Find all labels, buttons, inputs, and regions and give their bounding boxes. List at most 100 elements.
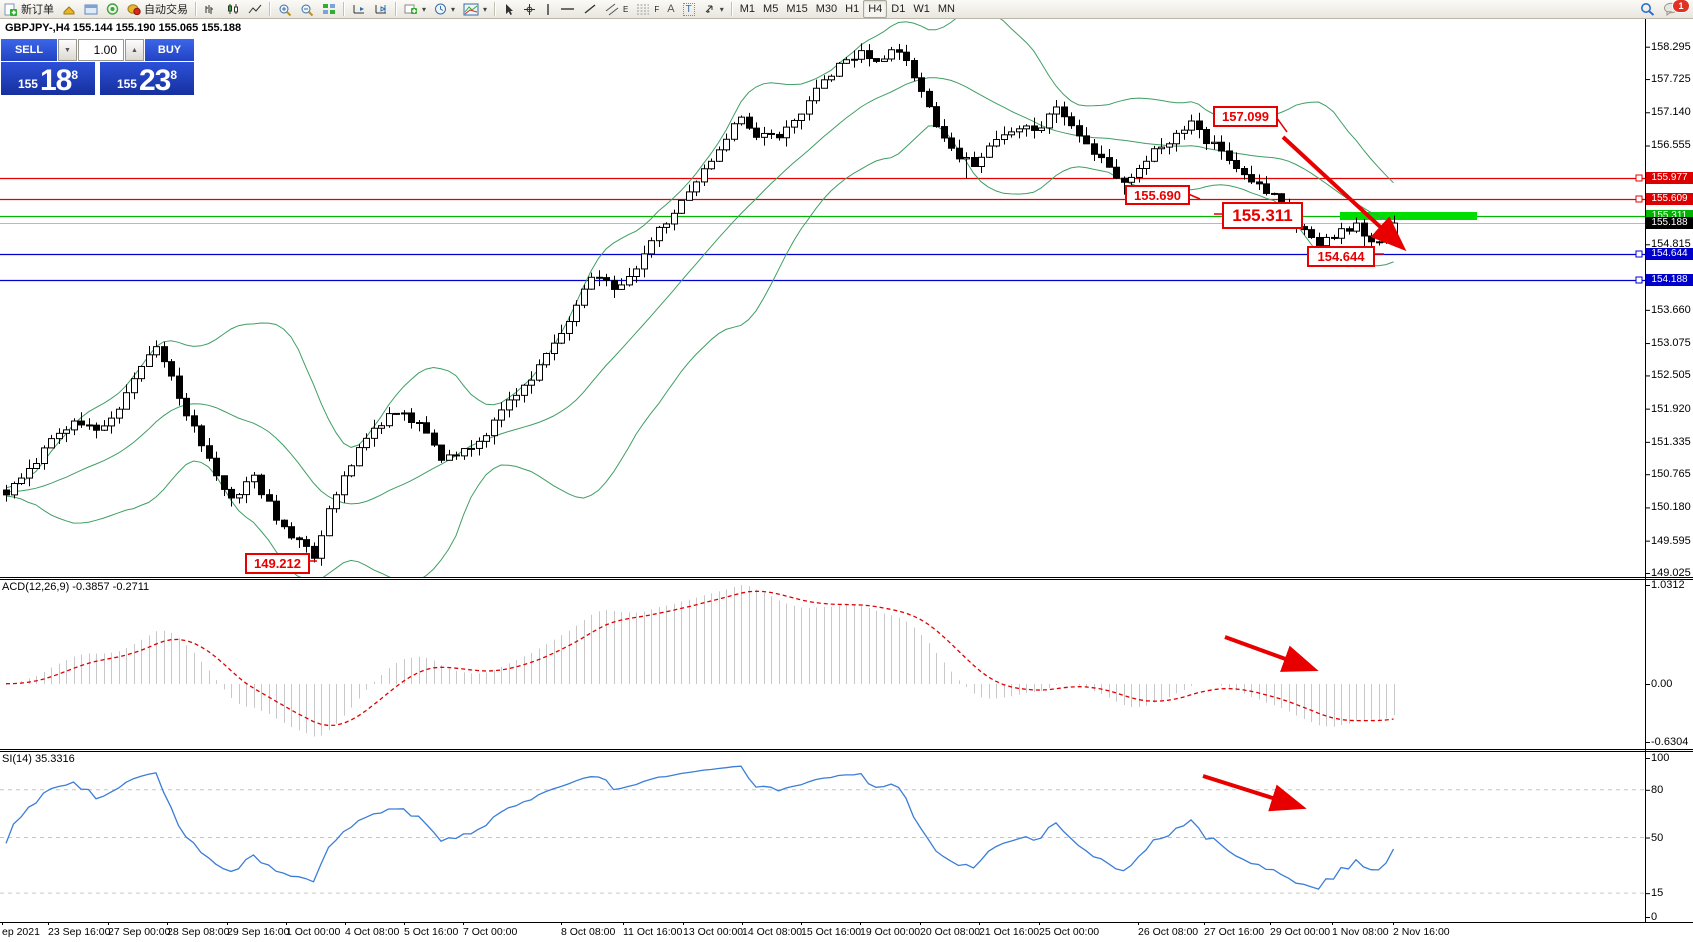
price-axis-label: 157.725 xyxy=(1651,73,1691,86)
market-watch-button[interactable] xyxy=(58,1,80,17)
volume-input[interactable]: 1.00 xyxy=(78,39,124,61)
rsi-axis-label: 50 xyxy=(1651,831,1664,844)
buy-price-big: 23 xyxy=(138,64,171,97)
label-tool-label: T xyxy=(682,2,695,16)
equidistant-channel-tool-button[interactable]: E xyxy=(601,1,632,17)
tile-windows-button[interactable] xyxy=(318,1,340,17)
price-axis-label: 150.180 xyxy=(1651,501,1691,514)
search-button[interactable] xyxy=(1636,1,1659,17)
time-axis-label: 21 Oct 16:00 xyxy=(979,926,1040,938)
price-axis-label: 149.025 xyxy=(1651,567,1691,579)
timeframe-MN[interactable]: MN xyxy=(937,3,955,15)
timeframe-D1[interactable]: D1 xyxy=(891,3,906,15)
text-tool-button[interactable]: A xyxy=(663,1,678,17)
macd-indicator-label: ACD(12,26,9) -0.3857 -0.2711 xyxy=(2,581,150,593)
chevron-down-icon: ▾ xyxy=(719,4,724,14)
cursor-tool-button[interactable] xyxy=(499,1,519,17)
signals-icon xyxy=(106,3,119,15)
price-axis-label: 151.335 xyxy=(1651,435,1691,448)
time-axis-label: 1 Nov 08:00 xyxy=(1332,926,1389,938)
timeframe-M30[interactable]: M30 xyxy=(815,3,838,15)
price-axis-label: 150.765 xyxy=(1651,468,1691,481)
toolbar-separator xyxy=(195,2,197,16)
toolbar-separator xyxy=(395,2,397,16)
rsi-axis-label: 100 xyxy=(1651,752,1670,764)
price-axis-label: 156.555 xyxy=(1651,139,1691,152)
time-axis-label: 26 Oct 08:00 xyxy=(1138,926,1199,938)
timeframe-H1[interactable]: H1 xyxy=(845,3,860,15)
timeframe-group: M1 M5 M15 M30 H1 H4 D1 W1 MN xyxy=(736,0,959,18)
autotrading-label: 自动交易 xyxy=(144,4,188,16)
rsi-axis-label: 0 xyxy=(1651,911,1658,923)
time-axis-label: 7 Oct 00:00 xyxy=(463,926,518,938)
macd-axis-label: 0.00 xyxy=(1651,678,1673,690)
fibonacci-tool-button[interactable]: F xyxy=(632,1,663,17)
autotrading-button[interactable]: 自动交易 xyxy=(123,1,192,17)
macd-axis-label: -0.6304 xyxy=(1651,736,1689,748)
price-level-label: 155.977 xyxy=(1646,172,1693,185)
candlestick-chart-button[interactable] xyxy=(222,1,244,17)
trendline-tool-button[interactable] xyxy=(579,1,601,17)
rsi-axis-label: 80 xyxy=(1651,783,1664,796)
zoom-in-button[interactable] xyxy=(274,1,296,17)
chart-shift-button[interactable] xyxy=(370,1,392,17)
line-chart-button[interactable] xyxy=(244,1,266,17)
timeframe-M5[interactable]: M5 xyxy=(763,3,779,15)
notifications-button[interactable]: 1 xyxy=(1659,0,1690,17)
timeframe-M15[interactable]: M15 xyxy=(786,3,808,15)
rsi-axis-label: 15 xyxy=(1651,887,1664,900)
price-axis-label: 157.140 xyxy=(1651,106,1691,119)
time-axis-label: 4 Oct 08:00 xyxy=(345,926,400,938)
arrows-tool-button[interactable]: ▾ xyxy=(699,1,728,17)
new-chart-button[interactable]: ▾ xyxy=(400,1,430,17)
time-axis-label: 19 Oct 00:00 xyxy=(860,926,921,938)
price-axis-label: 153.075 xyxy=(1651,337,1691,350)
price-annotation-154-644[interactable]: 154.644 xyxy=(1307,246,1375,267)
price-annotation-155-311[interactable]: 155.311 xyxy=(1222,202,1303,229)
horizontal-line-tool-button[interactable] xyxy=(556,1,579,17)
templates-button[interactable]: ▾ xyxy=(459,1,491,17)
buy-price[interactable]: 155 23 8 xyxy=(100,62,194,97)
period-button[interactable]: ▾ xyxy=(430,1,459,17)
rsi-indicator-label: SI(14) 35.3316 xyxy=(2,753,75,765)
charts-window-button[interactable] xyxy=(80,1,102,17)
time-axis-label: 27 Oct 16:00 xyxy=(1204,926,1265,938)
timeframe-M1[interactable]: M1 xyxy=(739,3,756,15)
vertical-line-tool-button[interactable] xyxy=(540,1,556,17)
fibo-tool-letter: F xyxy=(654,4,660,14)
sell-price[interactable]: 155 18 8 xyxy=(1,62,95,96)
buy-button[interactable]: BUY xyxy=(145,39,194,61)
one-click-trading-panel: SELL ▼ 1.00 ▲ BUY 155 18 8 155 23 8 xyxy=(1,39,194,97)
text-label-tool-button[interactable]: T xyxy=(679,1,699,17)
timeframe-H4[interactable]: H4 xyxy=(863,0,888,18)
timeframe-W1[interactable]: W1 xyxy=(913,3,930,15)
volume-decrease-button[interactable]: ▼ xyxy=(58,39,77,61)
price-annotation-149-212[interactable]: 149.212 xyxy=(245,553,310,574)
time-axis-label: 11 Oct 16:00 xyxy=(623,926,683,938)
toolbar-separator xyxy=(730,2,733,16)
bars-chart-button[interactable] xyxy=(200,1,222,17)
buy-price-prefix: 155 xyxy=(116,77,137,91)
signals-button[interactable] xyxy=(102,1,123,17)
toolbar-separator xyxy=(494,2,497,16)
crosshair-tool-button[interactable] xyxy=(519,1,540,17)
sell-button[interactable]: SELL xyxy=(1,39,57,61)
chart-symbol-ohlc: GBPJPY-,H4 155.144 155.190 155.065 155.1… xyxy=(5,22,242,34)
time-axis-label: 27 Sep 00:00 xyxy=(108,926,171,938)
sell-price-sup: 8 xyxy=(71,68,79,82)
auto-scroll-button[interactable] xyxy=(348,1,370,17)
time-axis-label: 23 Sep 16:00 xyxy=(48,926,111,938)
autotrading-icon xyxy=(127,3,141,15)
buy-price-sup: 8 xyxy=(170,68,178,82)
macd-axis-label: 1.0312 xyxy=(1651,579,1685,591)
price-axis-label: 152.505 xyxy=(1651,369,1691,382)
search-icon xyxy=(1640,2,1655,16)
market-watch-icon xyxy=(62,3,76,15)
price-annotation-155-690[interactable]: 155.690 xyxy=(1125,185,1190,205)
zoom-out-button[interactable] xyxy=(296,1,318,17)
volume-increase-button[interactable]: ▲ xyxy=(125,39,144,61)
new-order-button[interactable]: 新订单 xyxy=(0,1,58,17)
price-annotation-157-099[interactable]: 157.099 xyxy=(1213,106,1278,127)
